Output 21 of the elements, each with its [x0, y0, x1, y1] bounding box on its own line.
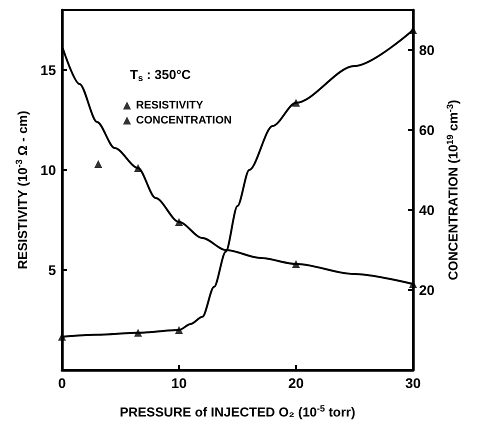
y-tick-label: 15	[40, 62, 56, 78]
point	[175, 218, 183, 226]
point	[94, 160, 102, 168]
point	[292, 260, 300, 268]
legend-label: CONCENTRATION	[136, 114, 232, 126]
y2-tick-label: 20	[419, 282, 435, 298]
point	[134, 328, 142, 337]
y-axis-title: RESISTIVITY (10-3 Ω - cm)	[14, 110, 30, 270]
x-tick-label: 30	[405, 375, 421, 391]
y-tick-label: 10	[40, 162, 56, 178]
x-tick-label: 20	[288, 375, 304, 391]
point	[292, 98, 300, 107]
x-tick-label: 0	[58, 375, 66, 391]
x-tick-label: 10	[171, 375, 187, 391]
y2-tick-label: 60	[419, 122, 435, 138]
y2-tick-label: 80	[419, 42, 435, 58]
point	[175, 326, 183, 334]
y2-tick-label: 40	[419, 202, 435, 218]
legend-label: RESISTIVITY	[136, 100, 204, 112]
y-tick-label: 5	[48, 262, 56, 278]
y2-axis-title: CONCENTRATION (1019 cm-3)	[444, 100, 461, 280]
